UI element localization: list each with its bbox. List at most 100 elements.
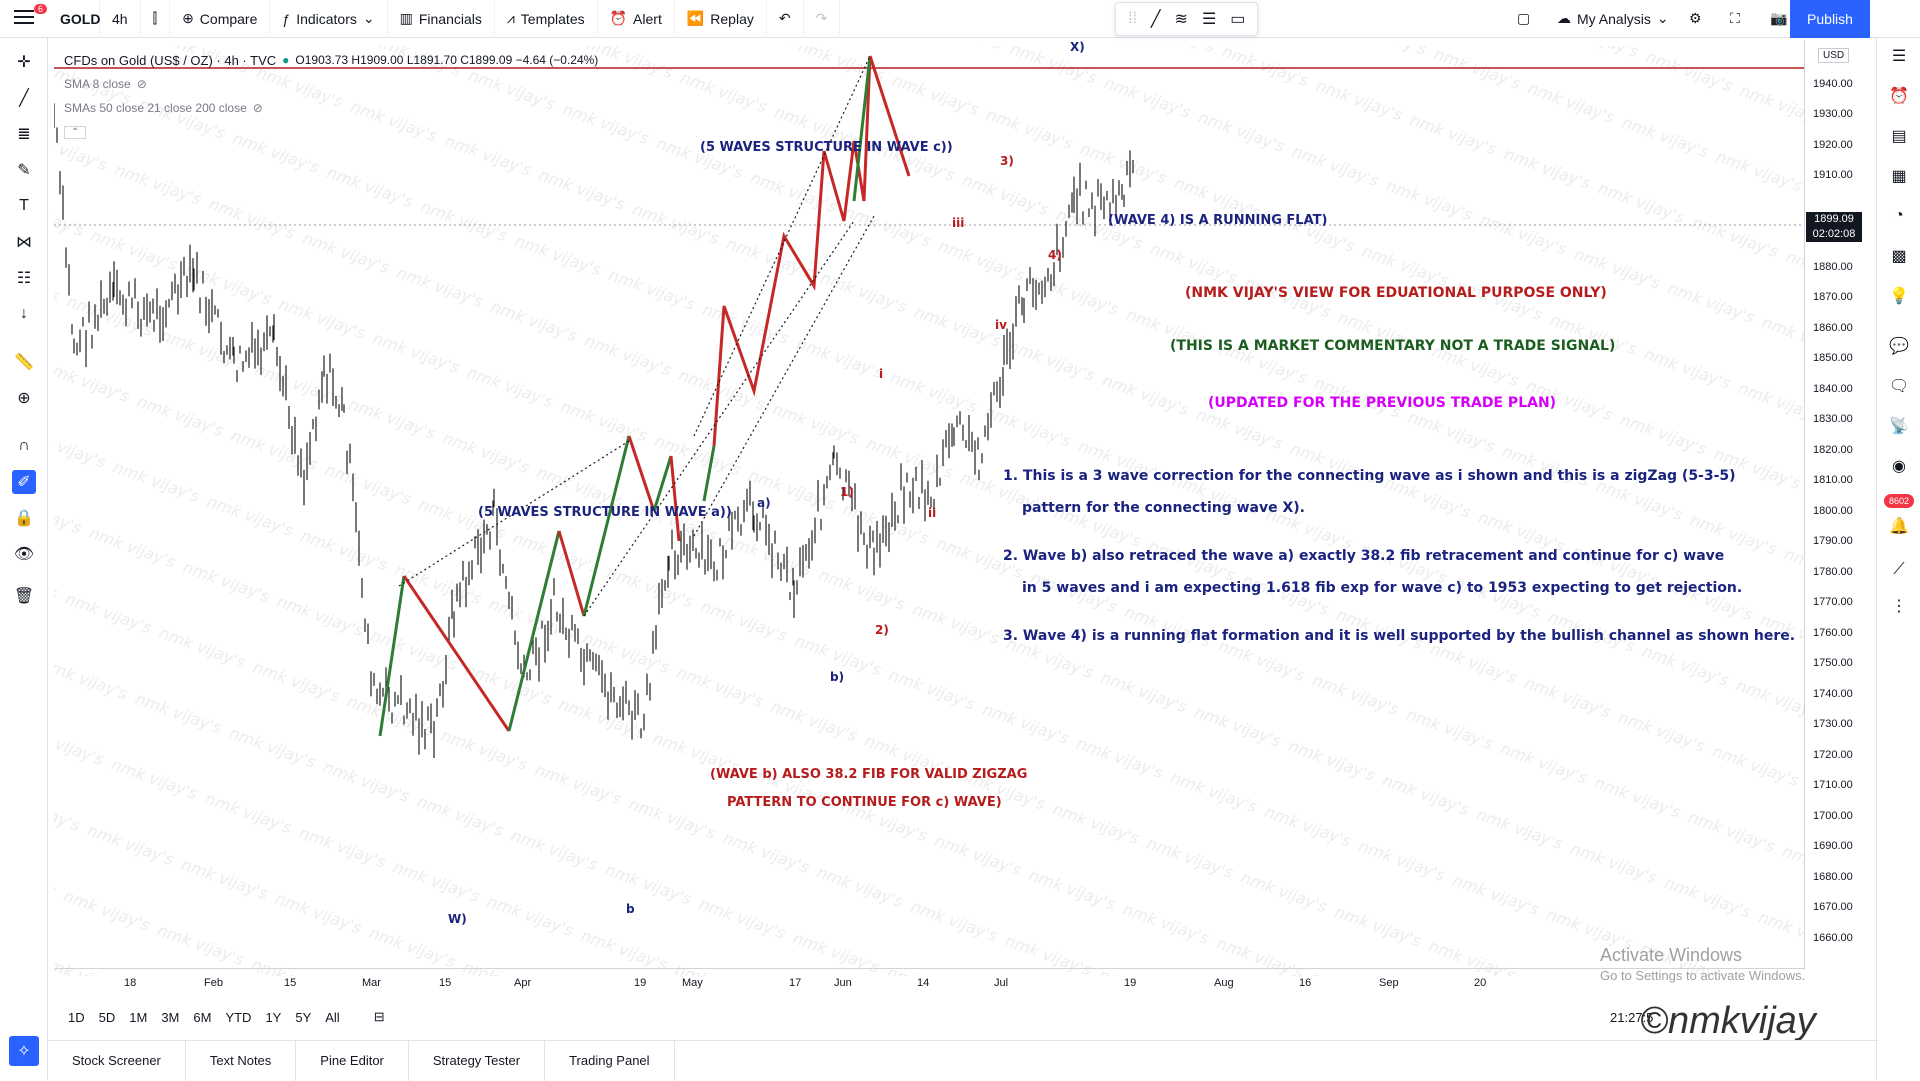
collapse-legend-button[interactable]: ⌃ (64, 125, 87, 139)
layout-button[interactable]: ▢ (1505, 0, 1542, 38)
economic-calendar-icon[interactable]: ▩ (1891, 248, 1907, 265)
cloud-icon: ☁ (1557, 10, 1571, 26)
trend-line-icon[interactable]: ╱ (1150, 11, 1161, 28)
parallel-channel-icon[interactable]: ☰ (1201, 11, 1217, 28)
range-button[interactable]: YTD (225, 1009, 252, 1025)
range-button[interactable]: 1D (68, 1009, 85, 1025)
price-chart[interactable]: nmk vijay's (54, 40, 1804, 982)
ruler-icon[interactable]: 📏 (14, 354, 34, 371)
brush-icon[interactable]: ✎ (17, 162, 31, 179)
eye-icon[interactable]: 👁 (13, 546, 35, 563)
rectangle-icon[interactable]: ▭ (1230, 11, 1246, 28)
keep-drawing-icon[interactable]: ✐ (12, 470, 36, 494)
range-button[interactable]: 6M (193, 1009, 212, 1025)
price-tick: 1720.00 (1813, 748, 1853, 761)
bottom-tab[interactable]: Trading Panel (545, 1040, 675, 1081)
range-button[interactable]: 3M (161, 1009, 180, 1025)
symbol-search[interactable]: GOLD (0, 0, 100, 38)
wave-label-w: W) (448, 912, 467, 926)
notification-count-badge: 8602 (1884, 494, 1914, 508)
streams-icon[interactable]: ◉ (1892, 458, 1906, 475)
ideas-stream-icon[interactable]: 💡 (1889, 288, 1909, 305)
clock[interactable]: 21:27:5 (1610, 1010, 1654, 1025)
templates-button[interactable]: ⩘ Templates (495, 0, 598, 38)
crosshair-icon[interactable]: ✛ (17, 54, 31, 71)
time-axis[interactable]: 18 Feb 15 Mar 15 Apr 19 May 17 Jun 14 Jul 19 Aug 16 Sep… (54, 968, 1804, 998)
fib-tool-icon[interactable]: ≣ (17, 126, 31, 143)
time-tick: 19 (1124, 977, 1137, 989)
data-window-icon[interactable]: ▤ (1891, 128, 1907, 145)
wave-label-x: X) (1070, 40, 1085, 54)
trend-line-tool-icon[interactable]: ╱ (19, 90, 29, 107)
calendar-icon[interactable]: ◔ (1894, 207, 1904, 224)
price-tick: 1670.00 (1813, 901, 1853, 913)
trend-icon[interactable]: ⟋ (1893, 561, 1905, 578)
pitchfork-icon[interactable]: ≋ (1174, 11, 1188, 28)
sma-indicator-label[interactable]: SMA 8 close (64, 77, 131, 91)
undo-button[interactable]: ↶ (767, 0, 804, 38)
activation-subtitle: Go to Settings to activate Windows. (1600, 968, 1806, 983)
zoom-icon[interactable]: ⊕ (17, 390, 31, 407)
eye-hidden-icon[interactable]: ⊘ (136, 77, 147, 91)
time-tick: Mar (362, 977, 381, 989)
alerts-clock-icon[interactable]: ⏰ (1889, 88, 1909, 105)
eye-hidden-icon[interactable]: ⊘ (252, 101, 263, 115)
snapshot-button[interactable]: 📷 (1758, 0, 1799, 38)
range-button[interactable]: All (325, 1009, 340, 1025)
bottom-tab[interactable]: Pine Editor (296, 1040, 409, 1081)
hotlist-icon[interactable]: ▦ (1891, 168, 1907, 185)
financials-button[interactable]: ▥ Financials (388, 0, 495, 38)
chart-type-button[interactable]: ⫿ (141, 0, 171, 38)
point-3: 3. Wave 4) is a running flat formation a… (1003, 628, 1796, 644)
drag-handle-icon[interactable]: ⁞⁞ (1128, 10, 1137, 27)
trash-icon[interactable]: 🗑 (13, 588, 35, 605)
price-tick: 1680.00 (1813, 870, 1853, 883)
prediction-tool-icon[interactable]: ☷ (16, 270, 32, 287)
ohlc-values: O1903.73 H1909.00 L1891.70 C1899.09 −4.6… (295, 53, 599, 67)
fullscreen-button[interactable]: ⛶ (1718, 0, 1752, 38)
range-button[interactable]: 1Y (265, 1009, 282, 1025)
my-analysis-label: My Analysis (1577, 10, 1651, 27)
watchlist-icon[interactable]: ☰ (1891, 48, 1907, 65)
bottom-tab[interactable]: Strategy Tester (409, 1040, 546, 1081)
chat-icon[interactable]: 💬 (1889, 338, 1909, 355)
lock-icon[interactable]: 🔒 (14, 510, 34, 527)
ideas-icon[interactable]: ✧ (9, 1036, 39, 1066)
price-tick: 1770.00 (1813, 596, 1853, 608)
bottom-tab[interactable]: Text Notes (186, 1040, 297, 1081)
price-axis[interactable]: 1940.00 1930.00 1920.00 1910.00 1880.00 1870.… (1804, 40, 1872, 970)
price-tick: 1740.00 (1813, 687, 1853, 700)
smas-indicator-label[interactable]: SMAs 50 close 21 close 200 close (64, 101, 247, 115)
go-to-date-icon[interactable]: ⊟ (373, 1009, 385, 1024)
menu-icon[interactable] (14, 10, 34, 26)
text-tool-icon[interactable]: T (19, 197, 29, 214)
magnet-icon[interactable]: ∩ (18, 437, 30, 454)
replay-button[interactable]: ⏪ Replay (675, 0, 767, 38)
indicators-button[interactable]: ƒ Indicators ⌄ (270, 0, 388, 38)
redo-button[interactable]: ↷ (804, 0, 841, 38)
range-button[interactable]: 5Y (295, 1009, 312, 1025)
messages-icon[interactable]: 🗨 (1888, 378, 1910, 395)
my-analysis-button[interactable]: ☁ My Analysis ⌄ (1545, 0, 1681, 38)
currency-label[interactable]: USD (1818, 48, 1850, 63)
settings-button[interactable]: ⚙ (1677, 0, 1714, 38)
wave-down-b (669, 455, 681, 542)
arrow-down-icon[interactable]: ↓ (20, 305, 28, 322)
replay-label: Replay (710, 10, 754, 27)
pattern-tool-icon[interactable]: ⋈ (16, 234, 32, 251)
bottom-tab[interactable]: Stock Screener (48, 1040, 186, 1081)
range-button[interactable]: 1M (129, 1009, 148, 1025)
alert-button[interactable]: ⏰ Alert (598, 0, 675, 38)
publish-button[interactable]: Publish (1790, 0, 1870, 38)
symbol-title[interactable]: CFDs on Gold (US$ / OZ) · 4h · TVC (64, 52, 277, 68)
range-button[interactable]: 5D (98, 1009, 116, 1025)
compare-button[interactable]: ⊕ Compare (170, 0, 271, 38)
price-tick: 1690.00 (1813, 840, 1853, 852)
time-tick: 17 (789, 977, 802, 989)
interval-button[interactable]: 4h (100, 0, 141, 38)
broadcast-icon[interactable]: 📡 (1889, 418, 1909, 435)
price-tick: 1880.00 (1813, 260, 1853, 273)
depth-icon[interactable]: ⋮ (1891, 598, 1907, 615)
point-1-line-2: pattern for the connecting wave X). (1022, 500, 1305, 516)
notifications-icon[interactable]: 🔔 (1889, 518, 1909, 535)
